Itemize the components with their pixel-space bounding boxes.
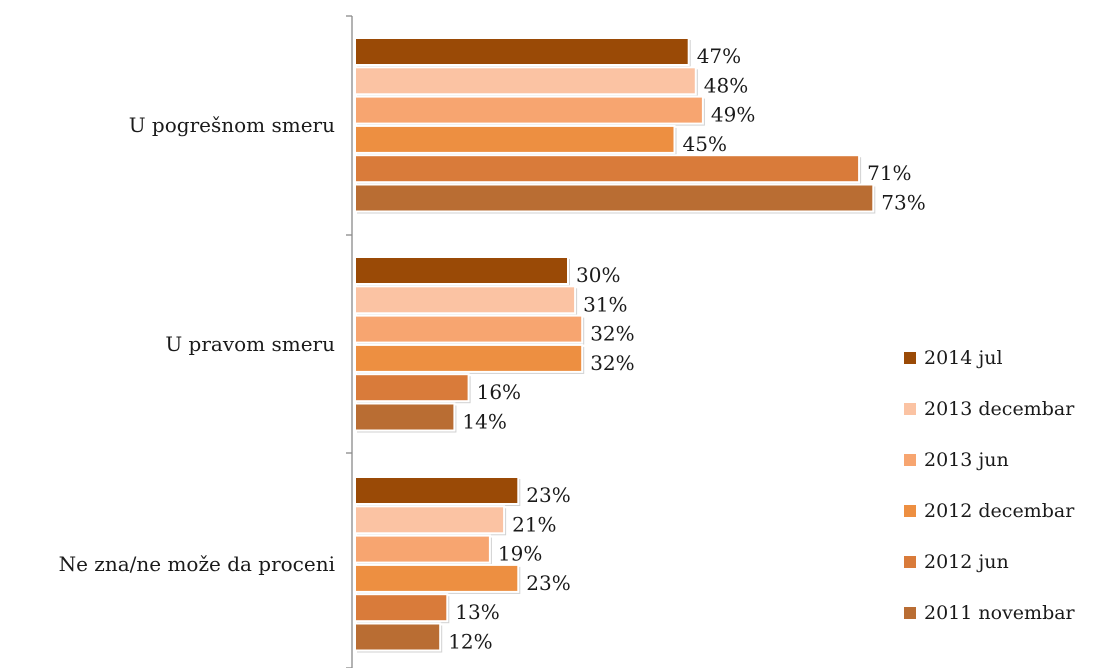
legend-item: 2012 jun	[904, 536, 1094, 587]
data-label: 13%	[455, 600, 499, 624]
data-label: 47%	[697, 44, 741, 68]
bar	[354, 622, 442, 652]
data-label: 12%	[448, 630, 492, 654]
legend-swatch	[904, 555, 916, 568]
bar	[354, 476, 520, 505]
legend-swatch	[904, 606, 916, 619]
bar	[354, 95, 704, 125]
data-label: 16%	[477, 380, 521, 404]
bar	[354, 505, 506, 535]
bar	[354, 124, 676, 154]
data-label: 71%	[867, 161, 911, 185]
bar	[354, 563, 520, 593]
bar	[354, 154, 861, 184]
data-label: 23%	[526, 571, 570, 595]
bar	[354, 314, 584, 344]
bar	[354, 66, 697, 96]
legend: 2014 jul 2013 decembar 2013 jun 2012 decemb…	[904, 332, 1094, 638]
legend-label: 2014 jul	[924, 346, 1003, 369]
legend-item: 2013 jun	[904, 434, 1094, 485]
data-label: 31%	[583, 292, 627, 316]
legend-swatch	[904, 453, 916, 466]
legend-label: 2012 jun	[924, 550, 1009, 573]
legend-label: 2013 jun	[924, 448, 1009, 471]
legend-item: 2014 jul	[904, 332, 1094, 383]
data-label: 23%	[526, 483, 570, 507]
bar	[354, 343, 584, 373]
category-label: U pravom smeru	[165, 332, 335, 356]
bar	[354, 37, 690, 66]
bar	[354, 402, 456, 432]
data-label: 45%	[683, 132, 727, 156]
legend-swatch	[904, 504, 916, 517]
data-label: 73%	[881, 191, 925, 215]
legend-swatch	[904, 351, 916, 364]
legend-item: 2011 novembar	[904, 587, 1094, 638]
bar	[354, 256, 569, 285]
legend-label: 2011 novembar	[924, 601, 1075, 624]
data-label: 21%	[512, 512, 556, 536]
data-label: 32%	[590, 351, 634, 375]
category-label: Ne zna/ne može da proceni	[59, 552, 335, 576]
bar	[354, 534, 491, 564]
bar	[354, 373, 470, 403]
data-label: 30%	[576, 263, 620, 287]
data-label: 49%	[711, 103, 755, 127]
legend-swatch	[904, 402, 916, 415]
data-label: 48%	[704, 73, 748, 97]
data-label: 19%	[498, 542, 542, 566]
bar	[354, 285, 577, 315]
bar	[354, 593, 449, 623]
legend-label: 2013 decembar	[924, 397, 1075, 420]
category-label: U pogrešnom smeru	[129, 113, 335, 137]
data-label: 32%	[590, 322, 634, 346]
legend-item: 2012 decembar	[904, 485, 1094, 536]
bar	[354, 183, 875, 213]
data-label: 14%	[462, 410, 506, 434]
legend-label: 2012 decembar	[924, 499, 1075, 522]
legend-item: 2013 decembar	[904, 383, 1094, 434]
